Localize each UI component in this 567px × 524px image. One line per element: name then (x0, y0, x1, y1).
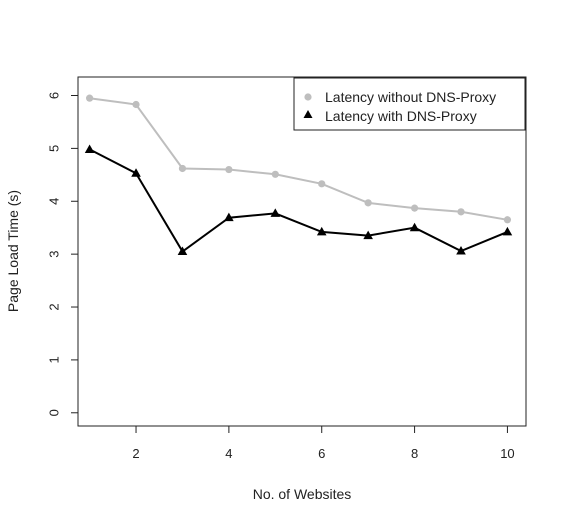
data-point-without-proxy (271, 170, 279, 178)
legend-box (293, 77, 526, 131)
data-point-with-proxy (409, 222, 420, 232)
legend-label-without-proxy: Latency without DNS-Proxy (325, 89, 496, 105)
series-line-with-proxy (89, 148, 508, 253)
data-point-without-proxy (86, 94, 94, 102)
data-point-with-proxy (316, 226, 327, 236)
y-tick-label: 5 (46, 145, 61, 152)
x-tick-label: 10 (500, 446, 514, 461)
data-point-without-proxy (132, 100, 140, 109)
data-point-with-proxy (224, 212, 234, 222)
y-tick-label: 1 (46, 356, 61, 363)
data-point-with-proxy (270, 208, 281, 217)
data-point-with-proxy (456, 245, 466, 255)
plot-frame (77, 76, 527, 427)
x-tick-label: 8 (411, 446, 418, 461)
x-axis: 2 4 6 8 10 (132, 426, 515, 461)
data-point-without-proxy (410, 204, 419, 212)
legend-marker-with-proxy (303, 110, 313, 118)
y-tick-label: 3 (46, 251, 61, 258)
y-axis: 0 1 2 3 4 5 6 (46, 92, 78, 416)
legend-marker-without-proxy (304, 93, 312, 101)
y-tick-label: 6 (46, 92, 61, 99)
y-tick-label: 2 (46, 303, 61, 310)
data-point-without-proxy (364, 199, 372, 207)
x-tick-label: 6 (318, 446, 325, 461)
data-point-with-proxy (84, 144, 95, 153)
data-point-without-proxy (318, 180, 326, 188)
x-tick-label: 4 (225, 446, 232, 461)
legend-label-with-proxy: Latency with DNS-Proxy (325, 108, 477, 124)
legend: Latency without DNS-Proxy Latency with D… (293, 77, 526, 131)
data-point-with-proxy (502, 226, 513, 236)
data-point-without-proxy (457, 208, 465, 216)
series-line-without-proxy (89, 97, 508, 221)
x-tick-label: 2 (132, 446, 139, 461)
x-axis-label: No. of Websites (253, 486, 352, 502)
data-point-with-proxy (131, 168, 141, 177)
y-tick-label: 4 (46, 198, 61, 205)
data-point-without-proxy (503, 216, 512, 224)
data-point-with-proxy (177, 246, 188, 255)
data-point-without-proxy (178, 164, 187, 173)
data-point-with-proxy (363, 230, 373, 240)
y-tick-label: 0 (46, 409, 61, 416)
y-axis-label: Page Load Time (s) (5, 190, 21, 312)
plot-series (84, 94, 513, 255)
data-point-without-proxy (225, 165, 233, 174)
